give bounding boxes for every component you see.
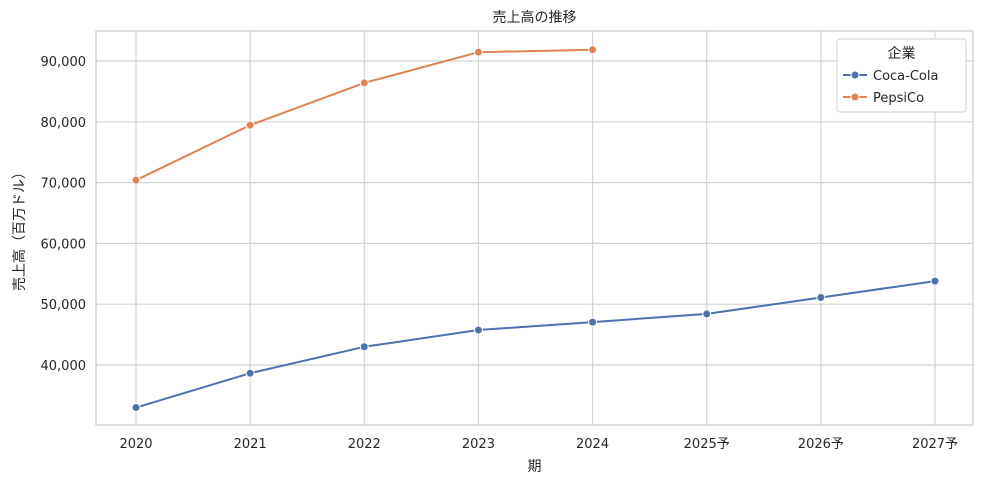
data-point — [930, 276, 940, 286]
legend-label: Coca-Cola — [873, 69, 938, 84]
data-point — [588, 45, 598, 55]
legend-items: Coca-Cola PepsiCo — [843, 69, 938, 106]
legend-marker — [850, 92, 860, 102]
y-tick-label: 60,000 — [41, 237, 87, 252]
x-tick-label: 2021 — [234, 437, 267, 452]
x-tick-label: 2020 — [119, 437, 152, 452]
legend-item: PepsiCo — [843, 91, 924, 106]
data-point — [702, 309, 712, 319]
data-point — [359, 78, 369, 88]
chart-title: 売上高の推移 — [493, 9, 577, 26]
x-tick-label: 2023 — [462, 437, 495, 452]
x-tick-label: 2025予 — [684, 437, 730, 452]
series-coca-cola — [131, 276, 940, 413]
legend-label: PepsiCo — [873, 91, 924, 106]
legend-item: Coca-Cola — [843, 69, 938, 84]
y-tick-label: 70,000 — [41, 177, 87, 192]
legend-box — [836, 38, 967, 113]
y-axis-title: 売上高（百万ドル） — [11, 165, 28, 291]
x-axis-title: 期 — [528, 459, 542, 475]
data-point — [131, 403, 141, 413]
data-point — [816, 293, 826, 303]
data-point — [473, 325, 483, 335]
data-point — [588, 317, 598, 327]
data-point — [359, 342, 369, 352]
plot-border — [95, 30, 974, 426]
legend-title: 企業 — [888, 45, 916, 62]
data-point — [245, 368, 255, 378]
y-tick-label: 80,000 — [41, 116, 87, 131]
plot-frame — [95, 30, 974, 426]
x-tick-label: 2022 — [348, 437, 381, 452]
y-tick-label: 90,000 — [41, 55, 87, 70]
tick-labels: 2020 2021 2022 2023 2024 2025予 2026予 2027予 40,00… — [41, 55, 959, 452]
legend-marker — [850, 70, 860, 80]
series-line — [135, 280, 936, 409]
series-pepsico — [131, 45, 598, 185]
x-tick-label: 2027予 — [912, 437, 958, 452]
data-point — [131, 175, 141, 185]
data-point — [473, 47, 483, 57]
y-tick-label: 50,000 — [41, 298, 87, 313]
legend: 企業 Coca-Cola PepsiCo — [836, 38, 967, 113]
grid-layer — [96, 31, 973, 425]
data-point — [245, 120, 255, 130]
x-tick-label: 2026予 — [798, 437, 844, 452]
series-layer — [131, 45, 940, 413]
x-tick-label: 2024 — [576, 437, 609, 452]
y-tick-label: 40,000 — [41, 359, 87, 374]
